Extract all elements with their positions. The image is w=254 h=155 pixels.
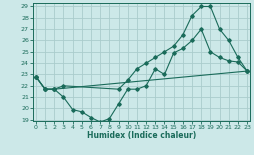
- X-axis label: Humidex (Indice chaleur): Humidex (Indice chaleur): [87, 131, 195, 140]
